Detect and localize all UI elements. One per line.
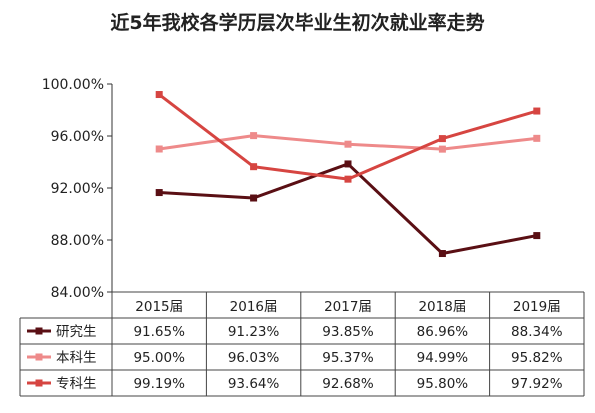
data-label: 91.23%: [228, 324, 280, 340]
series-marker: [438, 250, 446, 258]
x-category-label: 2015届: [135, 299, 183, 315]
y-tick-label: 100.00%: [42, 77, 104, 93]
series-marker: [155, 145, 163, 153]
series-marker: [250, 132, 258, 140]
data-label: 95.37%: [322, 350, 374, 366]
data-label: 92.68%: [322, 376, 374, 392]
series-marker: [155, 189, 163, 197]
series-marker: [344, 175, 352, 183]
data-label: 88.34%: [511, 324, 563, 340]
legend-label: 研究生: [56, 324, 97, 340]
x-category-label: 2018届: [418, 299, 466, 315]
data-label: 96.03%: [228, 350, 280, 366]
series-marker: [155, 91, 163, 99]
x-category-label: 2017届: [324, 299, 372, 315]
x-category-label: 2016届: [230, 299, 278, 315]
series-marker: [438, 135, 446, 143]
data-label: 99.19%: [133, 376, 185, 392]
data-label: 86.96%: [417, 324, 469, 340]
y-tick-label: 92.00%: [51, 181, 104, 197]
legend-label: 专科生: [56, 376, 97, 392]
data-label: 95.00%: [133, 350, 185, 366]
legend-label: 本科生: [56, 350, 97, 366]
data-label: 91.65%: [133, 324, 185, 340]
x-category-label: 2019届: [513, 299, 561, 315]
y-tick-label: 84.00%: [51, 285, 104, 301]
series-marker: [344, 160, 352, 168]
data-label: 93.85%: [322, 324, 374, 340]
y-tick-label: 88.00%: [51, 233, 104, 249]
data-label: 93.64%: [228, 376, 280, 392]
legend-marker: [35, 379, 43, 387]
series-marker: [533, 232, 541, 240]
series-marker: [344, 140, 352, 148]
series-marker: [438, 145, 446, 153]
legend-marker: [35, 353, 43, 361]
series-marker: [250, 194, 258, 202]
y-tick-label: 96.00%: [51, 129, 104, 145]
chart-title: 近5年我校各学历层次毕业生初次就业率走势: [110, 12, 485, 34]
series-marker: [533, 134, 541, 142]
series-marker: [250, 163, 258, 171]
series-marker: [533, 107, 541, 115]
data-label: 95.80%: [417, 376, 469, 392]
data-label: 94.99%: [417, 350, 469, 366]
legend-marker: [35, 327, 43, 335]
data-label: 95.82%: [511, 350, 563, 366]
data-label: 97.92%: [511, 376, 563, 392]
